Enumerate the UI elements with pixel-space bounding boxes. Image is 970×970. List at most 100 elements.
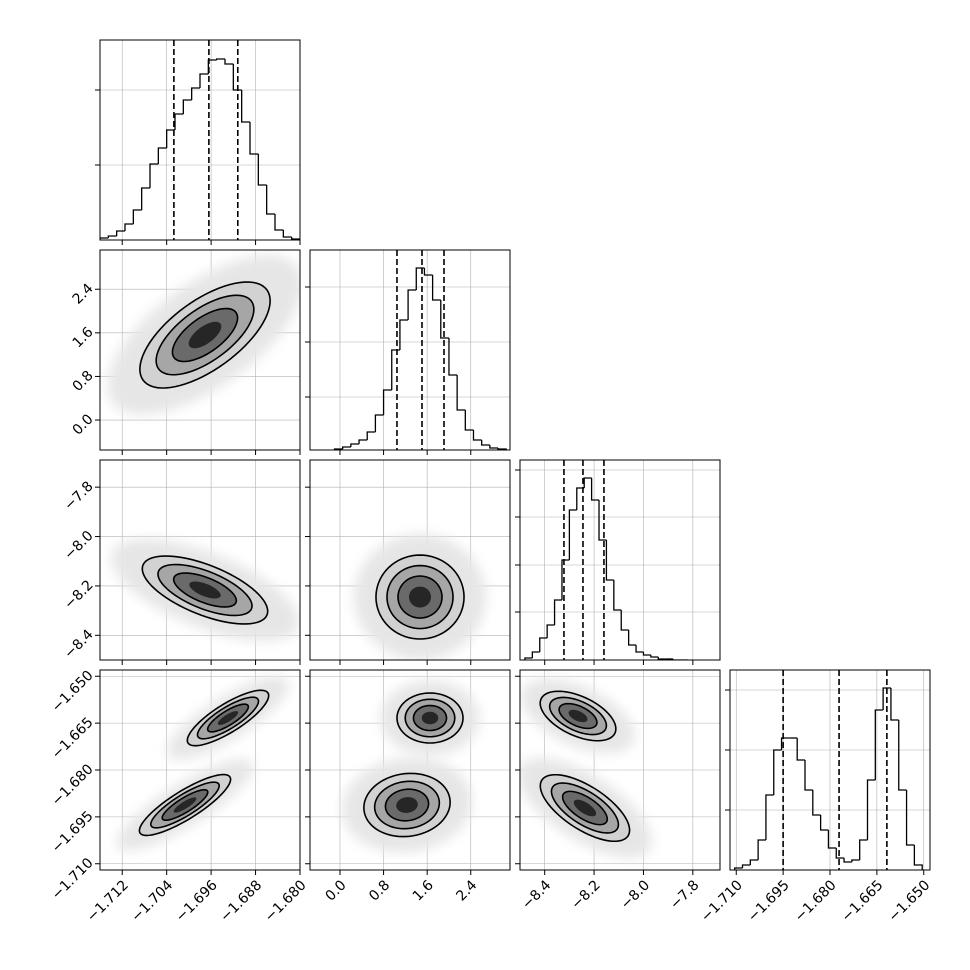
panel-frame	[99, 249, 301, 451]
hist-step	[274, 214, 284, 231]
hist-step	[819, 815, 829, 831]
hist-step	[199, 73, 209, 88]
hist-step	[741, 864, 751, 868]
x-tick-label: −1.688	[217, 877, 265, 925]
hist-step	[827, 830, 837, 849]
panel	[310, 460, 510, 660]
y-tick-label: −1.695	[49, 808, 97, 856]
panel	[730, 670, 930, 870]
hist-step	[590, 478, 600, 501]
hist-step	[358, 439, 368, 444]
hist-step	[472, 430, 482, 441]
density-contour	[573, 799, 597, 817]
hist-step	[835, 848, 845, 859]
hist-step	[174, 113, 184, 130]
hist-step	[804, 760, 813, 791]
hist-step	[440, 300, 449, 339]
hist-step	[407, 289, 417, 320]
hist-step	[905, 790, 915, 846]
x-tick-label: −1.680	[262, 877, 310, 925]
density-contour	[189, 581, 221, 599]
x-tick-label: 1.6	[410, 877, 437, 904]
hist-step	[100, 237, 109, 240]
x-tick-label: −1.680	[792, 877, 840, 925]
x-tick-label: −8.2	[568, 877, 603, 912]
x-tick-label: −1.665	[839, 877, 887, 925]
x-tick-label: −1.710	[698, 877, 746, 925]
hist-step	[182, 99, 192, 114]
x-tick-label: −1.704	[128, 877, 176, 925]
density-contour	[396, 797, 418, 813]
x-tick-label: −1.650	[885, 877, 933, 925]
panel-frame	[309, 459, 511, 661]
panel-frame	[99, 669, 301, 871]
hist-step	[598, 500, 607, 541]
hist-step	[464, 410, 474, 431]
x-tick-label: 0.8	[366, 877, 393, 904]
hist-step	[642, 652, 651, 656]
density-contour	[188, 321, 222, 349]
hist-step	[561, 559, 570, 600]
panel	[310, 250, 510, 450]
hist-step	[399, 319, 409, 350]
hist-step	[524, 657, 533, 660]
hist-step	[568, 509, 577, 560]
density-contour	[568, 709, 588, 723]
hist-step	[605, 540, 614, 581]
panel-frame	[519, 669, 721, 871]
panel-frame	[309, 249, 511, 451]
hist-step	[650, 655, 659, 658]
hist-step	[107, 235, 117, 238]
density-contour	[421, 711, 439, 725]
hist-step	[366, 431, 376, 440]
hist-step	[531, 651, 540, 658]
hist-step	[382, 389, 392, 415]
panel-frame	[309, 669, 511, 871]
hist-step	[657, 657, 666, 660]
hist-step	[613, 580, 622, 611]
hist-step	[191, 87, 200, 100]
hist-step	[391, 349, 400, 390]
hist-step	[765, 794, 774, 840]
hist-step	[350, 443, 360, 447]
hist-step	[583, 477, 592, 488]
y-tick-label: −1.680	[49, 761, 97, 809]
hist-step	[266, 185, 275, 215]
hist-step	[249, 122, 259, 155]
panel	[100, 250, 300, 450]
hist-step	[890, 688, 899, 721]
hist-step	[456, 375, 466, 411]
hist-step	[898, 720, 907, 791]
hist-step	[773, 749, 782, 795]
y-tick-label: −1.710	[49, 855, 97, 903]
hist-step	[780, 737, 790, 750]
density-contour	[217, 711, 239, 725]
y-tick-label: 0.0	[70, 411, 97, 438]
x-tick-label: −1.712	[84, 877, 132, 925]
x-tick-label: 0.0	[323, 877, 350, 904]
hist-step	[157, 147, 167, 164]
x-tick-label: −1.695	[745, 877, 793, 925]
hist-step	[257, 154, 267, 186]
panel-frame	[99, 459, 301, 661]
hist-step	[546, 624, 555, 638]
hist-step	[796, 738, 805, 761]
x-tick-label: −1.696	[173, 877, 221, 925]
hist-step	[576, 487, 585, 510]
hist-step	[866, 779, 876, 840]
hist-step	[539, 637, 548, 652]
y-tick-label: −1.665	[49, 714, 97, 762]
hist-step	[672, 659, 681, 660]
hist-step	[757, 839, 766, 860]
panel	[100, 460, 300, 660]
hist-step	[116, 230, 125, 236]
y-tick-label: −7.8	[61, 479, 96, 514]
panel	[100, 670, 300, 870]
hist-step	[224, 59, 234, 65]
hist-step	[913, 845, 923, 870]
y-tick-label: −8.2	[61, 577, 96, 612]
hist-step	[635, 645, 644, 653]
panel	[520, 460, 720, 660]
density-contour	[408, 586, 432, 608]
